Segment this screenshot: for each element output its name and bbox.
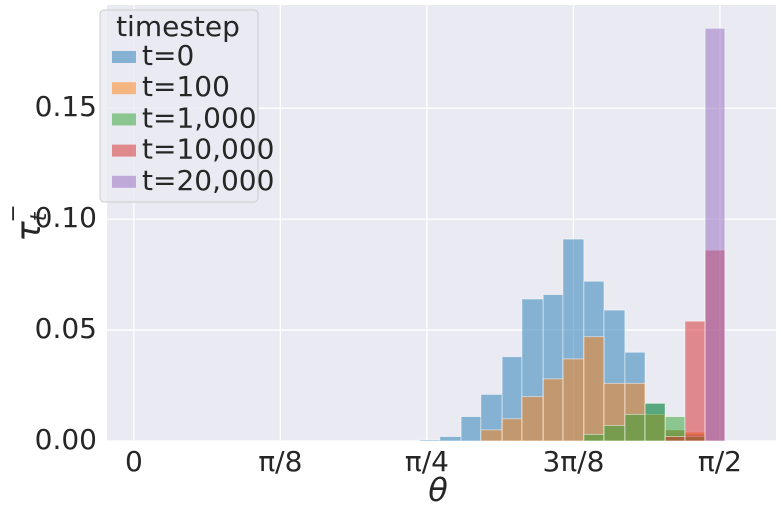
bar <box>480 429 503 442</box>
y-tick-label: 0.15 <box>35 90 97 123</box>
bar <box>704 27 726 442</box>
bar <box>583 433 605 442</box>
legend-title: timestep <box>116 10 240 43</box>
y-tick-label: 0.05 <box>35 312 97 345</box>
x-tick-label: π/8 <box>258 445 302 478</box>
y-label-main: τ <box>9 221 49 242</box>
bar <box>664 436 686 442</box>
legend-label: t=10,000 <box>142 133 274 166</box>
bar <box>460 416 482 442</box>
bar <box>542 378 564 442</box>
bar <box>684 320 706 442</box>
bar <box>521 396 544 442</box>
bar <box>603 425 626 442</box>
bar <box>644 402 666 442</box>
legend-swatch <box>112 51 136 63</box>
legend-box <box>99 9 259 203</box>
legend-swatch <box>112 175 136 188</box>
bar <box>439 436 462 442</box>
legend-label: t=0 <box>142 39 194 72</box>
legend-swatch <box>112 113 136 126</box>
bar <box>624 413 646 442</box>
bars <box>419 27 726 442</box>
legend-swatch <box>112 82 136 95</box>
x-tick-label: π/2 <box>698 445 742 478</box>
legend-label: t=1,000 <box>142 101 257 134</box>
y-label-sub: t <box>27 211 52 221</box>
y-label-sup: − <box>1 204 26 222</box>
bar <box>419 439 441 442</box>
y-axis-label: τt− <box>1 204 52 242</box>
y-tick-label: 0.00 <box>35 423 97 456</box>
x-tick-label: 0 <box>125 445 143 478</box>
legend-swatch <box>112 144 136 157</box>
x-tick-label: 3π/8 <box>542 445 604 478</box>
ticks: 0.00 0.05 0.10 0.15 0 π/8 π/4 3π/8 π/2 <box>35 90 742 478</box>
bar <box>501 418 523 442</box>
bar <box>562 358 585 442</box>
x-axis-label: θ <box>428 471 448 509</box>
legend-label: t=100 <box>142 70 230 103</box>
bar <box>583 336 605 442</box>
y-tick-label: 0.10 <box>35 201 97 234</box>
legend-label: t=20,000 <box>142 164 274 197</box>
x-tick-label: π/4 <box>405 445 449 478</box>
